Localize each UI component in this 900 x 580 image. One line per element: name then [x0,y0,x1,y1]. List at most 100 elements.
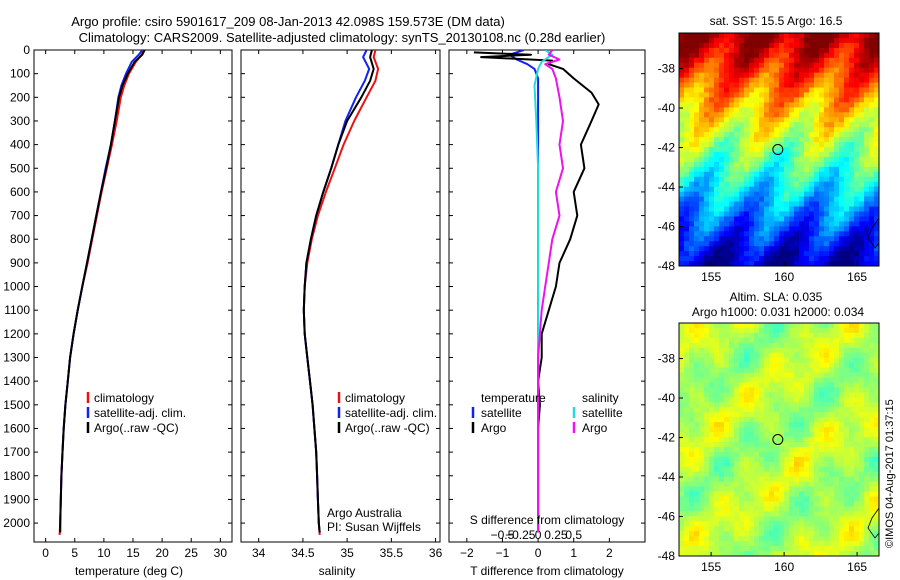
map-cell [704,541,710,547]
map-cell [704,221,710,227]
map-cell [784,186,790,193]
map-cell [819,142,825,148]
map-cell [709,42,715,49]
map-cell [709,171,715,178]
map-cell [719,337,725,344]
map-cell [679,117,685,123]
map-cell [819,451,825,458]
map-cell [749,521,755,527]
map-cell [809,147,815,153]
map-cell [704,171,710,178]
map-cell [699,57,705,64]
map-cell [839,446,845,453]
map-cell [699,206,705,212]
map-cell [744,117,750,123]
map-cell [729,546,735,552]
map-cell [769,342,775,349]
map-cell [844,33,850,39]
map-cell [739,67,745,74]
map-cell [829,481,835,487]
map-cell [869,501,875,507]
map-cell [719,352,725,359]
map-cell [704,151,710,158]
map-cell [839,211,845,217]
map-cell [729,176,735,183]
map-cell [754,67,760,74]
map-cell [819,107,825,113]
map-cell [734,402,740,408]
map-cell [684,196,690,202]
map-cell [744,451,750,458]
map-cell [799,397,805,403]
map-cell [784,33,790,39]
map-cell [729,412,735,418]
map-cell [714,541,720,547]
map-cell [769,82,775,88]
map-cell [759,201,765,207]
map-cell [819,181,825,188]
map-cell [679,402,685,408]
map-cell [784,461,790,468]
map-cell [824,382,830,388]
map-cell [699,422,705,428]
map-cell [854,456,860,463]
map-cell [754,102,760,108]
map-cell [809,57,815,64]
map-cell [799,132,805,138]
map-cell [764,241,770,247]
map-cell [714,206,720,212]
map-cell [834,206,840,212]
map-cell [704,231,710,237]
map-cell [719,332,725,339]
map-cell [709,127,715,133]
map-cell [694,347,700,354]
map-cell [809,451,815,458]
map-cell [774,526,780,532]
map-cell [854,337,860,344]
map-cell [744,437,750,443]
map-cell [729,551,735,556]
map-cell [709,437,715,443]
map-cell [844,456,850,463]
map-cell [769,437,775,443]
map-cell [799,446,805,453]
map-cell [759,342,765,349]
map-cell [839,77,845,83]
map-cell [769,412,775,418]
map-cell [819,446,825,453]
map-cell [794,132,800,138]
map-cell [844,362,850,369]
map-cell [754,427,760,433]
map-cell [739,117,745,123]
map-cell [734,47,740,54]
map-cell [859,337,865,344]
map-cell [834,241,840,247]
map-cell [694,332,700,339]
map-cell [829,117,835,123]
map-cell [809,392,815,398]
map-cell [754,201,760,207]
map-cell [704,526,710,532]
map-cell [744,132,750,138]
map-cell [809,256,815,262]
map-cell [764,206,770,212]
map-cell [739,456,745,463]
map-cell [839,332,845,339]
map-cell [804,342,810,349]
map-cell [854,471,860,478]
map-cell [819,137,825,143]
map-cell [814,412,820,418]
map-cell [739,471,745,478]
map-cell [684,422,690,428]
map-cell [734,97,740,103]
map-cell [864,491,870,497]
map-cell [689,541,695,547]
map-cell [679,216,685,222]
map-cell [829,77,835,83]
map-cell [814,87,820,93]
map-cell [839,496,845,502]
map-cell [769,337,775,344]
map-cell [784,382,790,388]
map-cell [859,137,865,143]
map-cell [724,261,730,266]
